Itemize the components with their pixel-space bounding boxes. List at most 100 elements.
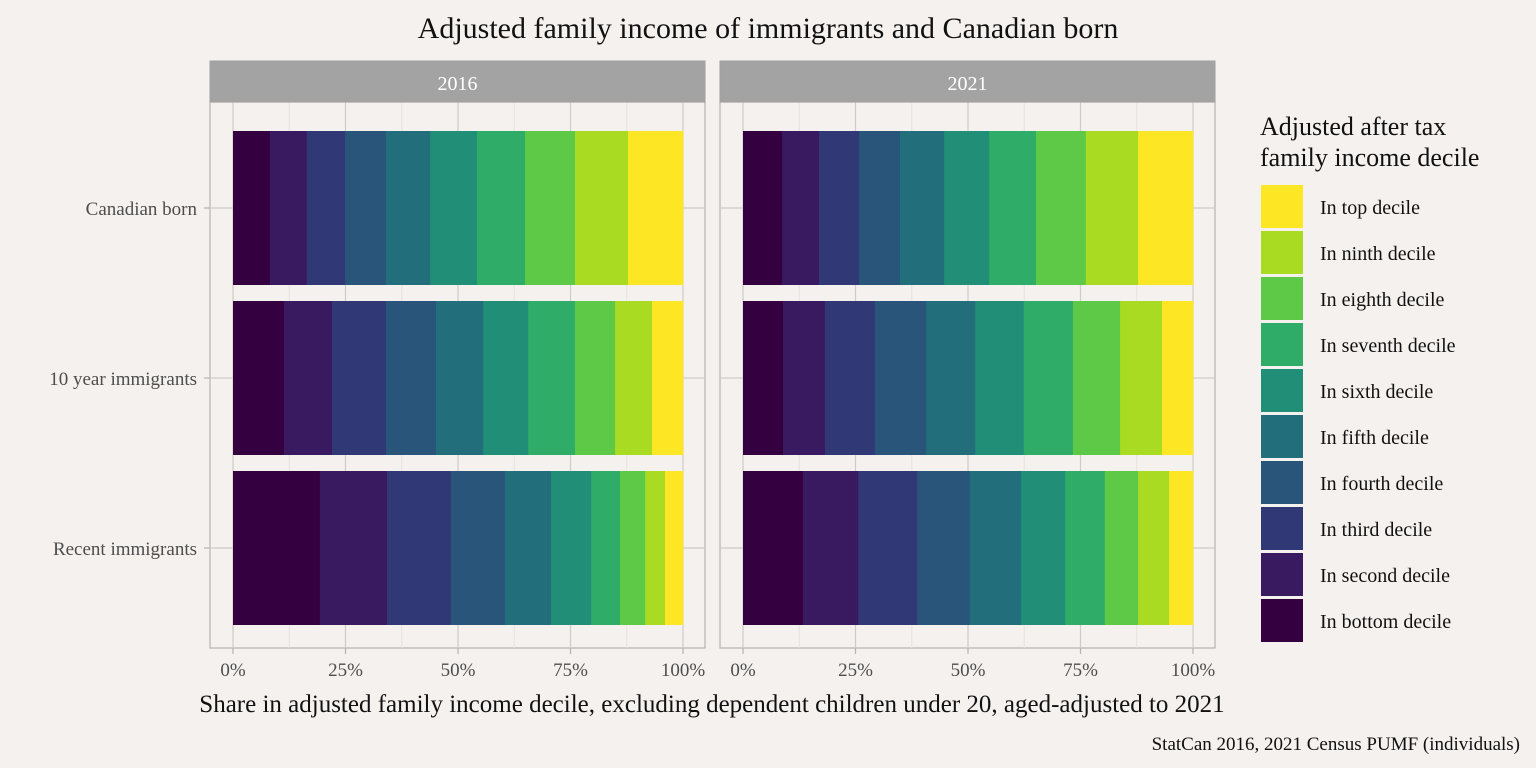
legend-swatch: [1261, 231, 1303, 274]
bar-segment: [824, 301, 876, 455]
legend-swatch: [1261, 185, 1303, 228]
legend-title: family income decile: [1260, 143, 1479, 172]
legend-item: In bottom decile: [1261, 599, 1451, 642]
y-category-label: 10 year immigrants: [49, 369, 197, 390]
bar-segment: [615, 301, 653, 455]
bar-segment: [504, 471, 552, 625]
bar-segment: [1035, 131, 1087, 285]
caption: StatCan 2016, 2021 Census PUMF (individu…: [1152, 734, 1520, 755]
bar-segment: [1161, 301, 1194, 455]
bar-segment: [802, 471, 859, 625]
bar-segment: [386, 471, 452, 625]
bar-segment: [782, 131, 820, 285]
bar-segment: [900, 131, 945, 285]
x-tick-label: 0%: [730, 660, 756, 681]
y-category-label: Canadian born: [86, 199, 198, 220]
bar-segment: [269, 131, 308, 285]
bar-segment: [476, 131, 526, 285]
legend-swatch: [1261, 369, 1303, 412]
bar-segment: [386, 301, 437, 455]
x-tick-label: 50%: [441, 660, 476, 681]
x-tick-label: 75%: [1063, 660, 1098, 681]
bar-segment: [575, 131, 629, 285]
facet-strip: [719, 60, 1216, 103]
x-tick-label: 25%: [838, 660, 873, 681]
bar-segment: [450, 471, 506, 625]
x-tick-label: 25%: [328, 660, 363, 681]
facet-strip-label: 2021: [948, 73, 988, 95]
bar-segment: [1169, 471, 1194, 625]
legend-item: In seventh decile: [1261, 323, 1456, 366]
bar-segment: [858, 471, 918, 625]
legend-label: In seventh decile: [1320, 335, 1456, 357]
legend-label: In bottom decile: [1320, 611, 1451, 633]
bar-segment: [743, 131, 783, 285]
y-axis-categories: Canadian born 10 year immigrants Recent im…: [49, 199, 210, 560]
facet-strip: [209, 60, 706, 103]
bar-segment: [917, 471, 971, 625]
y-category-label: Recent immigrants: [53, 539, 197, 560]
legend-item: In sixth decile: [1261, 369, 1433, 412]
bar-segment: [926, 301, 976, 455]
legend-swatch: [1261, 599, 1303, 642]
bar-segment: [283, 301, 333, 455]
bar-segment: [1021, 471, 1066, 625]
legend-label: In ninth decile: [1320, 243, 1436, 265]
bar-segment: [665, 471, 684, 625]
legend-swatch: [1261, 507, 1303, 550]
legend-item: In top decile: [1261, 185, 1420, 228]
bar-segment: [1138, 471, 1170, 625]
legend-title: Adjusted after tax: [1260, 112, 1446, 141]
x-axis-label: Share in adjusted family income decile, …: [199, 691, 1224, 718]
bar-segment: [743, 471, 804, 625]
bar-segment: [645, 471, 666, 625]
legend-item: In second decile: [1261, 553, 1450, 596]
bar-segment: [989, 131, 1037, 285]
legend-label: In fifth decile: [1320, 427, 1429, 449]
bar-segment: [386, 131, 431, 285]
bar-segment: [620, 471, 646, 625]
x-tick-label: 100%: [661, 660, 706, 681]
legend-label: In third decile: [1320, 519, 1432, 541]
legend-item: In eighth decile: [1261, 277, 1445, 320]
bar-segment: [233, 471, 321, 625]
bar-segment: [1085, 131, 1139, 285]
legend-swatch: [1261, 553, 1303, 596]
bar-segment: [651, 301, 684, 455]
bar-segment: [430, 131, 478, 285]
bar-segment: [783, 301, 826, 455]
bar-segment: [528, 301, 576, 455]
bar-segment: [319, 471, 388, 625]
legend-swatch: [1261, 461, 1303, 504]
x-tick-label: 50%: [951, 660, 986, 681]
bar-segment: [874, 301, 927, 455]
legend-item: In third decile: [1261, 507, 1432, 550]
bar-segment: [591, 471, 621, 625]
legend-swatch: [1261, 277, 1303, 320]
bar-segment: [1104, 471, 1139, 625]
bar-segment: [859, 131, 901, 285]
legend-label: In sixth decile: [1320, 381, 1433, 403]
facet-panels: 2016 0% 25% 50% 75% 100% 2021 0% 25% 50% 75% 100%: [209, 60, 1216, 681]
legend-label: In top decile: [1320, 197, 1420, 219]
legend-swatch: [1261, 415, 1303, 458]
x-tick-label: 100%: [1171, 660, 1216, 681]
bar-segment: [1072, 301, 1121, 455]
bar-segment: [628, 131, 684, 285]
bar-segment: [975, 301, 1025, 455]
chart-title: Adjusted family income of immigrants and…: [418, 12, 1119, 45]
bar-segment: [233, 131, 271, 285]
bar-segment: [944, 131, 990, 285]
bar-segment: [1065, 471, 1106, 625]
bar-segment: [1138, 131, 1194, 285]
bar-segment: [306, 131, 346, 285]
legend-label: In second decile: [1320, 565, 1450, 587]
bar-segment: [819, 131, 860, 285]
bar-segment: [575, 301, 616, 455]
legend-label: In eighth decile: [1320, 289, 1445, 311]
x-tick-label: 0%: [220, 660, 246, 681]
bar-segment: [332, 301, 387, 455]
bar-segment: [483, 301, 529, 455]
